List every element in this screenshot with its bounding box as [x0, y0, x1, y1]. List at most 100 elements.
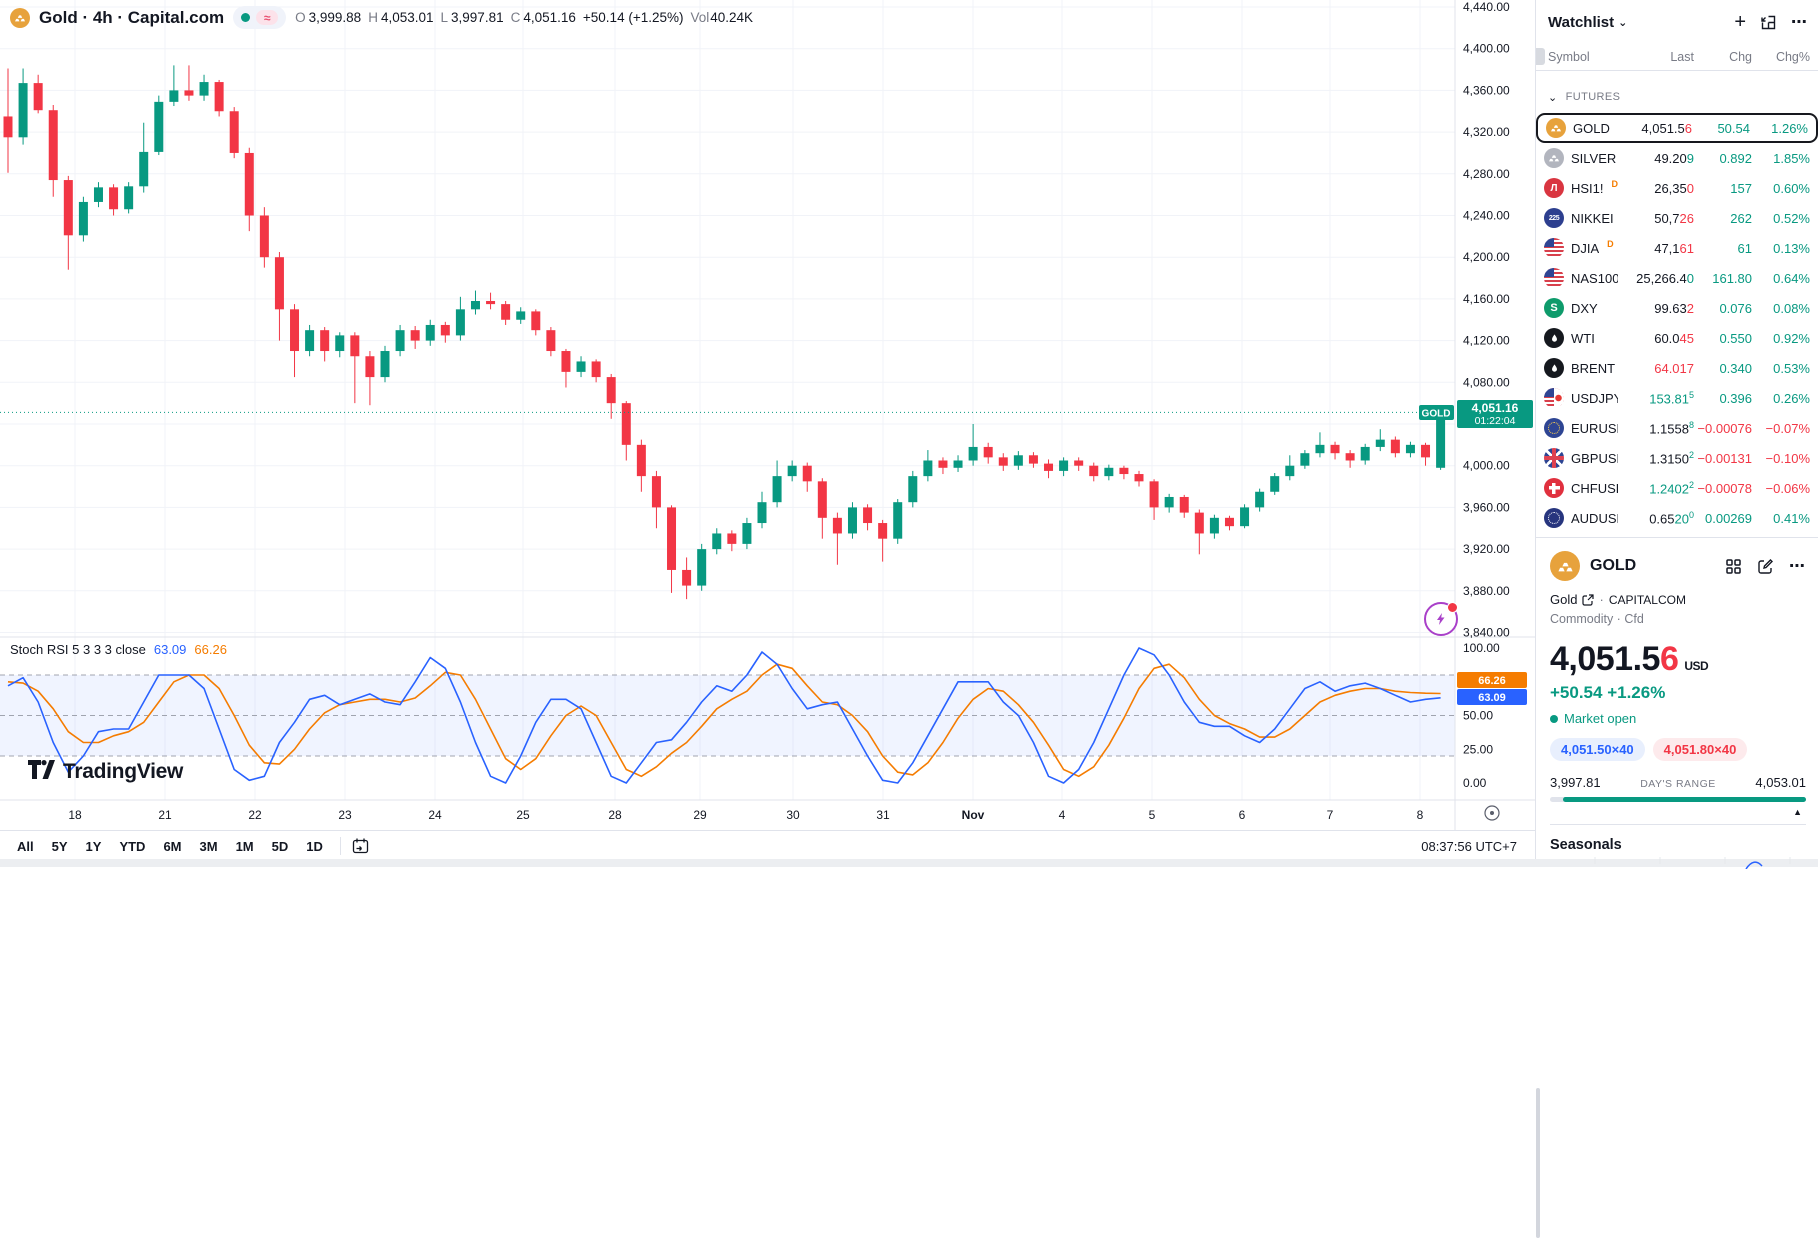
range-button-1m[interactable]: 1M — [235, 838, 254, 854]
column-chg[interactable]: Chg — [1729, 50, 1752, 64]
indicator-d-value: 66.26 — [194, 642, 227, 657]
range-low: 3,997.81 — [1550, 775, 1601, 790]
chg-value: −0.00076 — [1697, 420, 1752, 436]
column-chgp[interactable]: Chg% — [1775, 50, 1810, 64]
svg-text:4,080.00: 4,080.00 — [1463, 375, 1510, 389]
last-value: 153.815 — [1649, 389, 1694, 407]
toolbar-divider — [339, 837, 341, 855]
detail-price-accent: 6 — [1659, 640, 1679, 678]
go-to-date-icon[interactable] — [351, 837, 370, 856]
watchlist-title-dropdown[interactable]: Watchlist ⌄ — [1548, 14, 1627, 31]
range-button-1d[interactable]: 1D — [306, 838, 323, 854]
chg-value: 0.892 — [1719, 150, 1752, 166]
range-button-3m[interactable]: 3M — [199, 838, 218, 854]
add-symbol-button[interactable]: + — [1734, 11, 1746, 33]
range-button-6m[interactable]: 6M — [163, 838, 182, 854]
watchlist-row-brent[interactable]: BRENT 64.017 0.340 0.53% — [1536, 353, 1818, 383]
panel-scrollbar[interactable] — [1536, 1088, 1540, 1238]
apps-grid-icon[interactable] — [1725, 558, 1742, 575]
futures-section-header[interactable]: ⌄ FUTURES — [1536, 81, 1818, 113]
watchlist-rows: GOLD 4,051.56 50.54 1.26% SILVER 49.209 0.892 1… — [1536, 113, 1818, 533]
bid-pill[interactable]: 4,051.50×40 — [1550, 738, 1645, 761]
divider — [1550, 824, 1806, 825]
last-value: 99.632 — [1654, 300, 1694, 316]
svg-text:29: 29 — [693, 808, 707, 822]
chart-area[interactable]: 3,840.00 3,880.00 3,920.00 3,960.00 4,000.00… — [0, 0, 1535, 830]
last-value: 26,350 — [1654, 180, 1694, 196]
tradingview-logo[interactable]: TradingView — [28, 760, 183, 784]
legend-status-pill[interactable]: ≈ — [233, 6, 287, 29]
last-value: 4,051.56 — [1641, 120, 1692, 136]
us-flag-icon — [1544, 238, 1564, 258]
watchlist-more-button[interactable]: ⋯ — [1791, 14, 1808, 31]
indicator-title: Stoch RSI 5 3 3 3 close — [10, 642, 146, 657]
flash-alerts-button[interactable] — [1424, 602, 1458, 636]
svg-text:18: 18 — [68, 808, 82, 822]
ohlc-label: C — [510, 10, 521, 25]
watchlist-row-audusd[interactable]: AUDUSD 0.65200 0.00269 0.41% — [1536, 503, 1818, 533]
watchlist-row-eurusd[interactable]: EURUSD 1.15588−0.00076 −0.07% — [1536, 413, 1818, 443]
session-clock[interactable]: 08:37:56 UTC+7 — [1421, 838, 1517, 854]
range-button-1y[interactable]: 1Y — [85, 838, 102, 854]
range-button-all[interactable]: All — [17, 838, 34, 854]
candlestick-chart-svg[interactable]: 3,840.00 3,880.00 3,920.00 3,960.00 4,000.00… — [0, 0, 1535, 830]
drag-chip[interactable] — [1536, 48, 1545, 65]
silver-icon — [1544, 148, 1564, 168]
indicator-legend[interactable]: Stoch RSI 5 3 3 3 close 63.09 66.26 — [10, 642, 227, 657]
detail-more-button[interactable]: ⋯ — [1789, 558, 1806, 575]
svg-text:7: 7 — [1327, 808, 1334, 822]
watchlist-row-djia[interactable]: DJIA D 47,161 61 0.13% — [1536, 233, 1818, 263]
dot-separator: · — [1599, 592, 1604, 607]
range-button-5d[interactable]: 5D — [271, 838, 289, 854]
chg-value: 61 — [1737, 240, 1752, 256]
ask-pill[interactable]: 4,051.80×40 — [1652, 738, 1748, 761]
swiss-flag-icon — [1544, 478, 1564, 498]
detail-source-name[interactable]: Gold — [1550, 592, 1578, 607]
chgp-value: 0.53% — [1773, 360, 1810, 376]
hsi-icon: Л — [1544, 178, 1564, 198]
symbol-name: WTI — [1571, 330, 1595, 346]
chg-value: 0.340 — [1719, 360, 1752, 376]
tradingview-wordmark: TradingView — [63, 760, 184, 783]
watchlist-row-silver[interactable]: SILVER 49.209 0.892 1.85% — [1536, 143, 1818, 173]
watchlist-row-nas100[interactable]: NAS100 25,266.40 161.80 0.64% — [1536, 263, 1818, 293]
svg-text:23: 23 — [338, 808, 352, 822]
watchlist-row-hsi1![interactable]: Л HSI1! D 26,350 157 0.60% — [1536, 173, 1818, 203]
connection-dot-icon — [241, 13, 251, 22]
watchlist-row-nikkei[interactable]: 225 NIKKEI 50,726 262 0.52% — [1536, 203, 1818, 233]
tradingview-mark-icon — [28, 760, 55, 784]
svg-text:24: 24 — [428, 808, 442, 822]
column-symbol[interactable]: Symbol — [1548, 50, 1590, 64]
external-link-icon[interactable] — [1582, 593, 1595, 606]
edit-note-icon[interactable] — [1757, 558, 1774, 575]
watchlist-row-gold[interactable]: GOLD 4,051.56 50.54 1.26% — [1536, 113, 1818, 143]
oil-drop-icon — [1544, 328, 1564, 348]
watchlist-row-usdjpy[interactable]: USDJPY 153.815 0.396 0.26% — [1536, 383, 1818, 413]
column-last[interactable]: Last — [1670, 50, 1694, 64]
usdjpy-flag-icon — [1544, 388, 1564, 408]
section-label: FUTURES — [1565, 91, 1621, 103]
seasonals-title[interactable]: Seasonals — [1550, 837, 1622, 853]
watchlist-row-dxy[interactable]: S DXY 99.632 0.076 0.08% — [1536, 293, 1818, 323]
chg-value: 50.54 — [1717, 120, 1750, 136]
chg-value: 0.00269 — [1705, 510, 1752, 526]
layout-grid-icon[interactable] — [1760, 14, 1777, 31]
australia-flag-icon — [1544, 508, 1564, 528]
ohlc-value: 4,053.01 — [380, 10, 434, 25]
detail-symbol: GOLD — [1590, 557, 1637, 574]
watchlist-row-chfusd[interactable]: CHFUSD 1.24022−0.00078 −0.06% — [1536, 473, 1818, 503]
watchlist-row-gbpusd[interactable]: GBPUSD 1.31502−0.00131 −0.10% — [1536, 443, 1818, 473]
svg-text:21: 21 — [158, 808, 172, 822]
svg-text:3,960.00: 3,960.00 — [1463, 500, 1510, 514]
range-button-5y[interactable]: 5Y — [51, 838, 68, 854]
last-value: 49.209 — [1654, 150, 1694, 166]
gold-icon — [1546, 118, 1566, 138]
detail-type-line: Commodity · Cfd — [1550, 612, 1644, 626]
symbol-name: SILVER — [1571, 150, 1617, 166]
ohlc-label: H — [368, 10, 378, 25]
watchlist-row-wti[interactable]: WTI 60.045 0.550 0.92% — [1536, 323, 1818, 353]
ohlc-label: L — [440, 10, 449, 25]
range-button-ytd[interactable]: YTD — [119, 838, 146, 854]
vol-label: Vol — [690, 10, 710, 25]
symbol-title[interactable]: Gold · 4h · Capital.com — [39, 7, 225, 27]
